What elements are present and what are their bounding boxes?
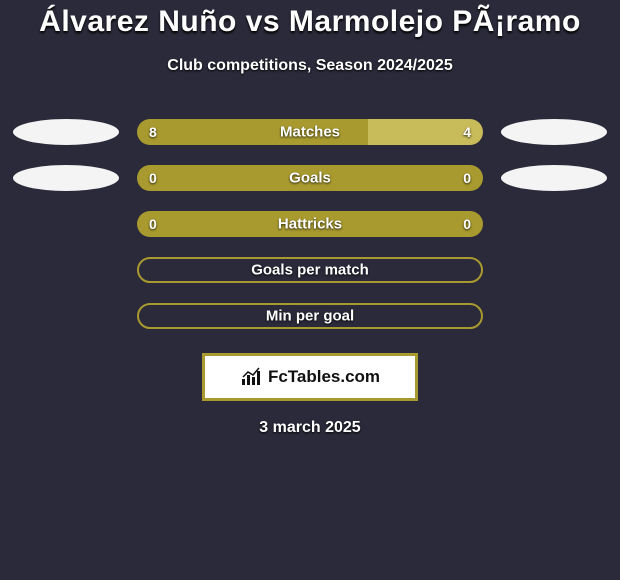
spacer — [13, 211, 119, 237]
spacer — [501, 211, 607, 237]
stat-label: Goals — [289, 170, 331, 187]
stat-row: Goals per match — [0, 247, 620, 293]
player-left-marker — [13, 119, 119, 145]
page-title: Álvarez Nuño vs Marmolejo PÃ¡ramo — [0, 5, 620, 39]
stat-right-value: 0 — [463, 170, 471, 186]
spacer — [13, 257, 119, 283]
spacer — [13, 303, 119, 329]
stat-right-value: 0 — [463, 216, 471, 232]
stat-row: Goals 0 0 — [0, 155, 620, 201]
stat-row: Min per goal — [0, 293, 620, 339]
stat-bar: Matches 8 4 — [137, 119, 483, 145]
stat-bar: Goals 0 0 — [137, 165, 483, 191]
brand-text: FcTables.com — [268, 367, 380, 387]
footer-date: 3 march 2025 — [0, 419, 620, 437]
stat-label: Hattricks — [278, 216, 342, 233]
player-right-marker — [501, 165, 607, 191]
stat-row: Hattricks 0 0 — [0, 201, 620, 247]
player-right-marker — [501, 119, 607, 145]
comparison-rows: Matches 8 4 Goals 0 0 Hattricks 0 0 Goals per mat… — [0, 109, 620, 339]
brand-badge: FcTables.com — [202, 353, 418, 401]
stat-left-value: 0 — [149, 170, 157, 186]
stat-left-value: 0 — [149, 216, 157, 232]
page-subtitle: Club competitions, Season 2024/2025 — [0, 57, 620, 75]
spacer — [501, 303, 607, 329]
stat-bar: Goals per match — [137, 257, 483, 283]
stat-bar: Min per goal — [137, 303, 483, 329]
stat-row: Matches 8 4 — [0, 109, 620, 155]
stat-left-value: 8 — [149, 124, 157, 140]
stat-label: Goals per match — [251, 262, 369, 279]
chart-icon — [240, 367, 264, 387]
stat-label: Min per goal — [266, 308, 354, 325]
stat-bar: Hattricks 0 0 — [137, 211, 483, 237]
player-left-marker — [13, 165, 119, 191]
spacer — [501, 257, 607, 283]
stat-label: Matches — [280, 124, 340, 141]
stat-right-value: 4 — [463, 124, 471, 140]
